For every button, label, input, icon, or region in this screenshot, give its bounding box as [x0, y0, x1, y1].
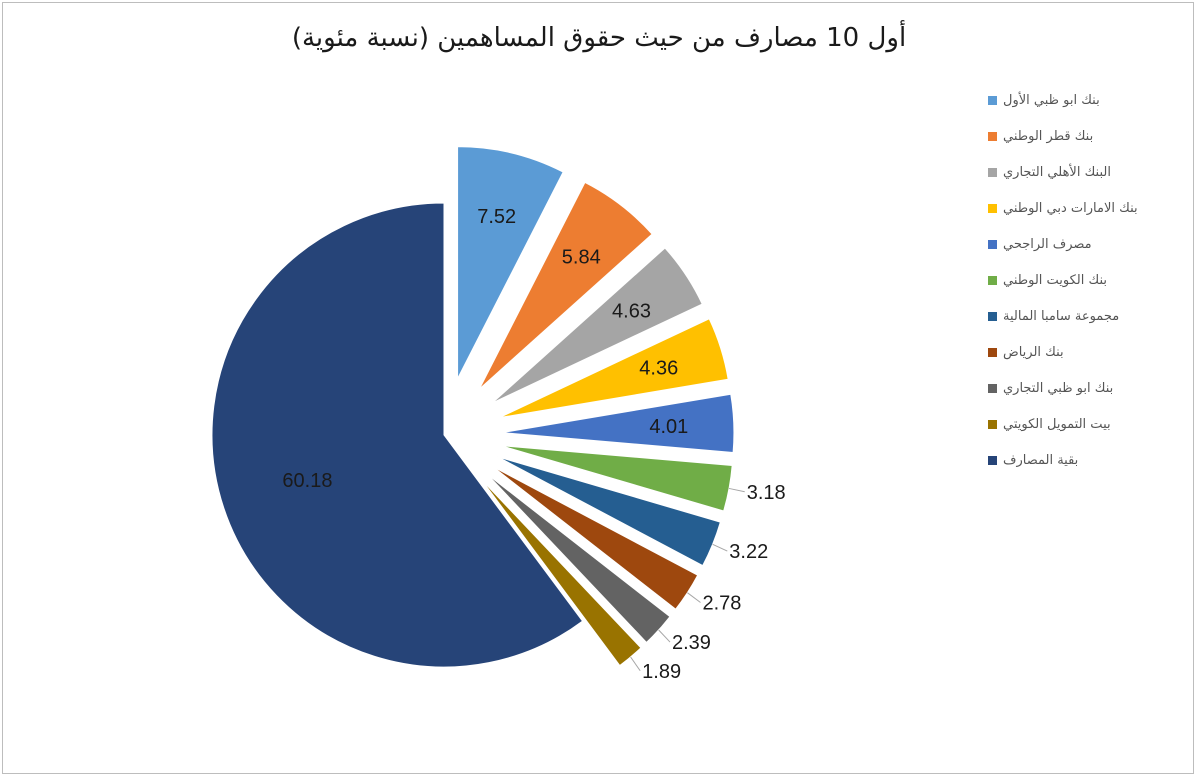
legend-swatch: [988, 203, 997, 213]
pie-slice: [492, 466, 699, 610]
legend-item: بنك الامارات دبي الوطني: [980, 198, 1180, 218]
leader-line: [687, 592, 701, 603]
data-label: 1.89: [642, 661, 681, 683]
pie-slice: [499, 318, 729, 419]
legend-swatch: [988, 383, 997, 393]
pie-slice: [457, 146, 564, 379]
legend-item: بنك ابو ظبي التجاري: [980, 378, 1180, 398]
data-label: 3.18: [747, 482, 786, 504]
legend-label: مجموعة سامبا المالية: [1003, 308, 1120, 324]
legend-label: البنك الأهلي التجاري: [1003, 164, 1111, 180]
legend-item: مجموعة سامبا المالية: [980, 306, 1180, 326]
data-label: 2.78: [702, 592, 741, 614]
legend-label: بنك الامارات دبي الوطني: [1003, 200, 1138, 216]
pie-slice: [501, 393, 735, 453]
legend-item: بيت التمويل الكويتي: [980, 414, 1180, 434]
pie-slice: [211, 202, 584, 668]
legend-swatch: [988, 419, 997, 429]
legend-label: بنك الكويت الوطني: [1003, 272, 1108, 288]
legend-label: بنك ابو ظبي التجاري: [1003, 380, 1114, 396]
legend-item: بنك الكويت الوطني: [980, 270, 1180, 290]
legend-label: بنك الرياض: [1003, 344, 1064, 360]
legend-swatch: [988, 239, 997, 249]
legend-item: مصرف الراجحي: [980, 234, 1180, 254]
legend-swatch: [988, 275, 997, 285]
legend-swatch: [988, 455, 997, 465]
data-label: 5.84: [562, 247, 601, 269]
legend-label: بقية المصارف: [1003, 452, 1079, 468]
leader-line: [728, 487, 745, 493]
legend-item: البنك الأهلي التجاري: [980, 162, 1180, 182]
pie-slice: [478, 181, 653, 390]
data-label: 3.22: [729, 541, 768, 563]
data-label: 7.52: [477, 206, 516, 228]
legend-swatch: [988, 311, 997, 321]
legend-item: بنك ابو ظبي الأول: [980, 90, 1180, 110]
pie-slice: [500, 445, 733, 512]
legend-item: بنك الرياض: [980, 342, 1180, 362]
legend-swatch: [988, 167, 997, 177]
pie-slice: [497, 456, 721, 567]
legend-label: بنك ابو ظبي الأول: [1003, 92, 1100, 108]
chart-title: أول 10 مصارف من حيث حقوق المساهمين (نسبة…: [291, 23, 907, 53]
legend-label: مصرف الراجحي: [1003, 236, 1092, 252]
pie-slice: [491, 247, 703, 404]
legend-item: بقية المصارف: [980, 450, 1180, 470]
legend-swatch: [988, 95, 997, 105]
data-label: 4.63: [612, 301, 651, 323]
data-label: 4.01: [649, 416, 688, 438]
legend-label: بيت التمويل الكويتي: [1003, 416, 1111, 432]
data-label: 2.39: [672, 632, 711, 654]
legend-item: بنك قطر الوطني: [980, 126, 1180, 146]
leader-line: [712, 543, 728, 552]
legend-label: بنك قطر الوطني: [1003, 128, 1094, 144]
leader-line: [658, 629, 671, 643]
legend-swatch: [988, 347, 997, 357]
data-label: 4.36: [639, 358, 678, 380]
leader-line: [630, 656, 641, 672]
data-label: 60.18: [282, 470, 332, 492]
legend-swatch: [988, 131, 997, 141]
